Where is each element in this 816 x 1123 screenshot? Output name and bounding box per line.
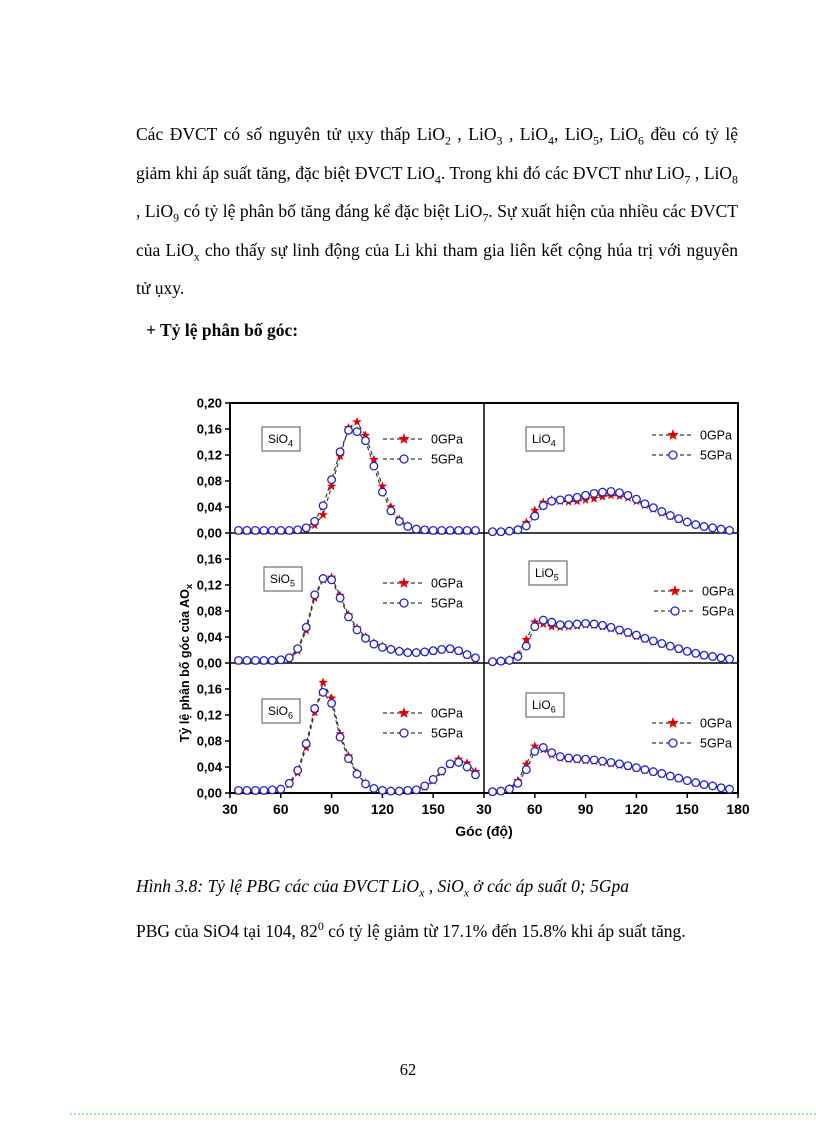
- panel-label: LiO4: [532, 432, 556, 449]
- caption-note: PBG của SiO4 tại 104, 820 có tỷ lệ giảm …: [136, 919, 686, 941]
- series-markers-5GPa: [234, 687, 480, 796]
- panel-label-box: [525, 426, 565, 452]
- svg-text:180: 180: [726, 801, 750, 817]
- legend-label-5GPa: 5GPa: [700, 737, 732, 751]
- series-markers-5GPa: [234, 425, 480, 535]
- svg-text:0,16: 0,16: [197, 552, 222, 567]
- svg-text:150: 150: [422, 801, 446, 817]
- panel-LiO6: LiO6 0GPa 5GPa: [487, 692, 735, 797]
- svg-text:0,04: 0,04: [197, 500, 223, 515]
- svg-text:150: 150: [676, 801, 700, 817]
- svg-text:120: 120: [625, 801, 649, 817]
- svg-text:0,12: 0,12: [197, 578, 222, 593]
- series-markers-5GPa: [488, 615, 734, 667]
- panel-label-box: [525, 692, 565, 718]
- panel-LiO5: LiO5 0GPa 5GPa: [487, 560, 735, 667]
- svg-text:30: 30: [476, 801, 492, 817]
- body-paragraph: Các ĐVCT có số nguyên tử ụxy thấp LiO2 ,…: [136, 124, 738, 298]
- panel-SiO6: SiO6 0GPa 5GPa: [233, 677, 481, 796]
- legend-label-0GPa: 0GPa: [431, 707, 463, 721]
- legend-label-5GPa: 5GPa: [431, 597, 463, 611]
- legend-label-5GPa: 5GPa: [431, 727, 463, 741]
- svg-text:120: 120: [371, 801, 395, 817]
- y-tick-labels: 0,20 0,16 0,12 0,08 0,04 0,00 0,16 0,12 0,08 0,04…: [197, 396, 230, 801]
- svg-text:0,00: 0,00: [197, 656, 222, 671]
- svg-text:30: 30: [222, 801, 238, 817]
- legend: 0GPa 5GPa: [383, 433, 463, 467]
- legend-label-5GPa: 5GPa: [702, 605, 734, 619]
- svg-text:0,00: 0,00: [197, 786, 222, 801]
- legend: 0GPa 5GPa: [652, 429, 732, 463]
- panel-label-box: [263, 566, 303, 592]
- svg-text:90: 90: [324, 801, 340, 817]
- x-axis-label: Góc (độ): [455, 823, 513, 839]
- svg-text:0,16: 0,16: [197, 682, 222, 697]
- svg-text:0,04: 0,04: [197, 630, 223, 645]
- chart-root: 0,20 0,16 0,12 0,08 0,04 0,00 0,16 0,12 0,08 0,04…: [178, 396, 750, 840]
- legend-label-0GPa: 0GPa: [700, 429, 732, 443]
- series-markers-5GPa: [234, 574, 480, 665]
- svg-text:0,08: 0,08: [197, 734, 222, 749]
- panel-SiO5: SiO5 0GPa 5GPa: [233, 566, 481, 666]
- legend-label-0GPa: 0GPa: [431, 433, 463, 447]
- svg-text:0,08: 0,08: [197, 474, 222, 489]
- svg-text:60: 60: [273, 801, 289, 817]
- panel-label: SiO6: [268, 704, 293, 721]
- legend: 0GPa 5GPa: [383, 707, 463, 741]
- x-tick-labels: 30 60 90 120 150 30 60 90 120 150 180: [222, 793, 750, 817]
- svg-text:0,04: 0,04: [197, 760, 223, 775]
- panel-label-box: [261, 426, 301, 452]
- panel-LiO4: LiO4 0GPa 5GPa: [487, 426, 735, 537]
- svg-text:0,20: 0,20: [197, 397, 222, 411]
- svg-text:0,12: 0,12: [197, 448, 222, 463]
- figure-chart: 0,20 0,16 0,12 0,08 0,04 0,00 0,16 0,12 0,08 0,04…: [176, 396, 751, 847]
- legend: 0GPa 5GPa: [652, 717, 732, 751]
- footer-dotted-line: [70, 1113, 816, 1115]
- legend-label-5GPa: 5GPa: [700, 449, 732, 463]
- svg-text:90: 90: [578, 801, 594, 817]
- legend-label-0GPa: 0GPa: [700, 717, 732, 731]
- svg-text:0,00: 0,00: [197, 526, 222, 541]
- figure-caption: Hình 3.8: Tỷ lệ PBG các của ĐVCT LiOx , …: [136, 876, 630, 900]
- svg-text:0,08: 0,08: [197, 604, 222, 619]
- series-markers-5GPa: [488, 743, 734, 797]
- section-heading: + Tỷ lệ phân bố góc:: [146, 320, 299, 340]
- svg-text:60: 60: [527, 801, 543, 817]
- legend-label-0GPa: 0GPa: [431, 577, 463, 591]
- panel-SiO4: SiO4 0GPa 5GPa: [233, 416, 481, 536]
- panel-label: SiO5: [270, 572, 295, 589]
- panel-label: LiO6: [532, 698, 556, 715]
- panel-label: LiO5: [535, 566, 559, 583]
- panel-borders: [229, 402, 739, 794]
- page-number: 62: [399, 1060, 417, 1079]
- legend-label-0GPa: 0GPa: [702, 585, 734, 599]
- legend-label-5GPa: 5GPa: [431, 453, 463, 467]
- chart-svg: 0,20 0,16 0,12 0,08 0,04 0,00 0,16 0,12 0,08 0,04…: [178, 396, 750, 840]
- series-markers-5GPa: [488, 486, 734, 537]
- panel-label: SiO4: [268, 432, 293, 449]
- panel-label-box: [528, 560, 568, 586]
- y-axis-label: Tỷ lệ phân bố góc của AOx: [178, 583, 195, 742]
- panel-label-box: [261, 698, 301, 724]
- svg-text:0,12: 0,12: [197, 708, 222, 723]
- legend: 0GPa 5GPa: [383, 577, 463, 611]
- legend: 0GPa 5GPa: [654, 585, 734, 619]
- svg-text:0,16: 0,16: [197, 422, 222, 437]
